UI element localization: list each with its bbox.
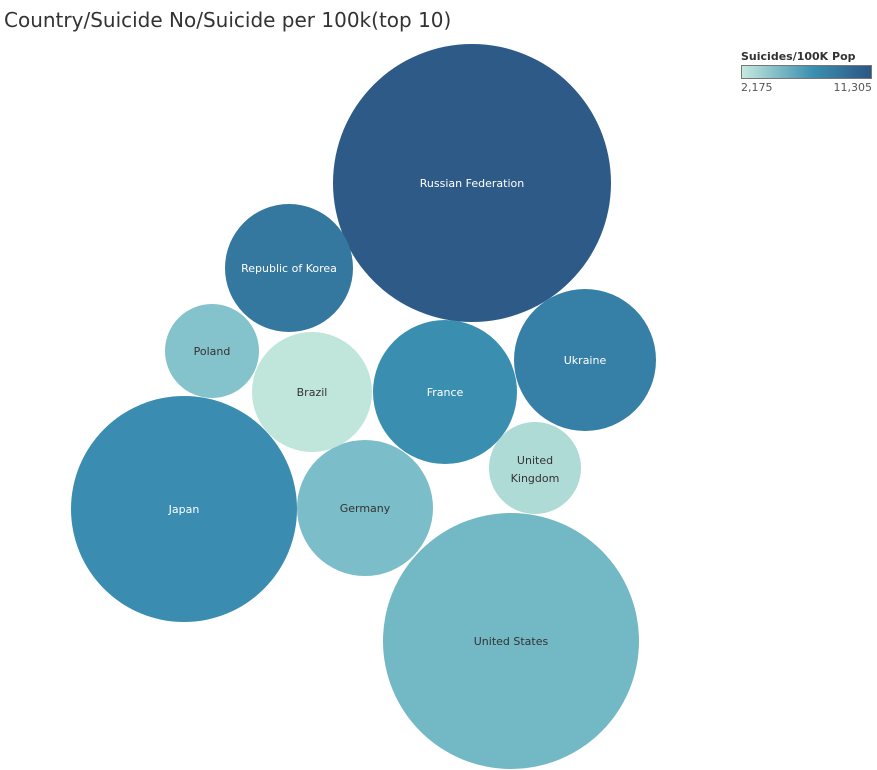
bubble-label-russian-federation: Russian Federation xyxy=(420,177,524,190)
bubble-label-germany: Germany xyxy=(340,502,391,515)
legend-gradient-bar xyxy=(741,65,872,79)
bubble-brazil[interactable] xyxy=(252,332,372,452)
bubble-label-united-states: United States xyxy=(474,635,549,648)
bubble-united-states[interactable] xyxy=(383,513,639,769)
bubble-label-republic-of-korea: Republic of Korea xyxy=(241,262,337,275)
bubble-japan[interactable] xyxy=(71,396,297,622)
bubble-russian-federation[interactable] xyxy=(333,44,611,322)
legend-max-label: 11,305 xyxy=(833,81,873,94)
color-legend: Suicides/100K Pop 2,175 11,305 xyxy=(741,50,875,95)
bubble-label-france: France xyxy=(427,386,464,399)
legend-min-label: 2,175 xyxy=(741,81,773,94)
bubble-republic-of-korea[interactable] xyxy=(225,204,353,332)
bubble-label-united-kingdom: United Kingdom xyxy=(511,454,560,485)
bubble-germany[interactable] xyxy=(297,440,433,576)
bubble-label-japan: Japan xyxy=(168,503,200,516)
bubble-united-kingdom[interactable] xyxy=(489,422,581,514)
bubble-label-ukraine: Ukraine xyxy=(564,354,607,367)
bubble-ukraine[interactable] xyxy=(514,289,656,431)
bubble-poland[interactable] xyxy=(165,304,259,398)
legend-title: Suicides/100K Pop xyxy=(741,50,856,63)
chart-title: Country/Suicide No/Suicide per 100k(top … xyxy=(4,8,452,32)
bubble-label-poland: Poland xyxy=(194,345,231,358)
bubble-france[interactable] xyxy=(373,320,517,464)
bubble-label-brazil: Brazil xyxy=(297,386,328,399)
